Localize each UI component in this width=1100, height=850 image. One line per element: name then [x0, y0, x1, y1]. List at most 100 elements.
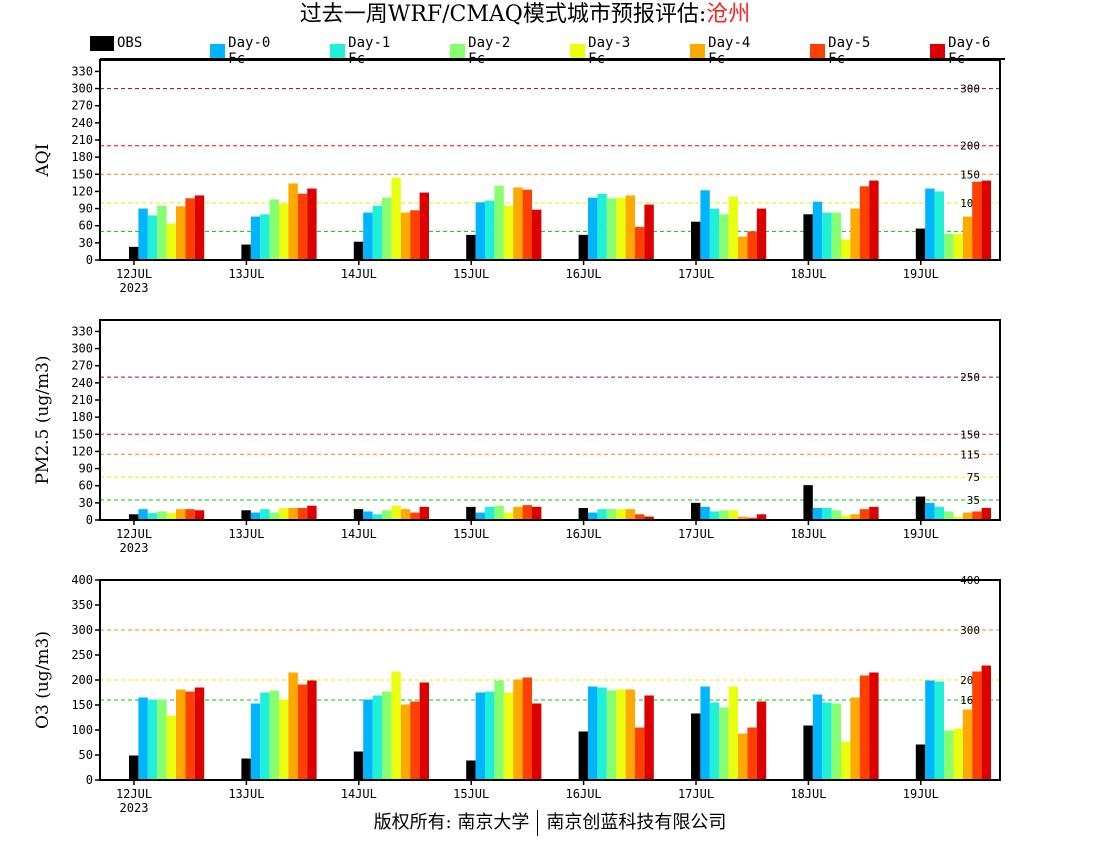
- bar-obs: [578, 234, 588, 260]
- bar-day-5-fc: [972, 671, 982, 780]
- bar-day-5-fc: [410, 210, 420, 260]
- legend-swatch: [930, 43, 946, 59]
- bar-day-1-fc: [147, 699, 158, 780]
- bar-day-6-fc: [981, 180, 991, 260]
- bar-obs: [803, 725, 813, 780]
- bar-day-4-fc: [738, 516, 748, 520]
- y-tick-label: 30: [79, 496, 93, 510]
- x-tick-label: 12JUL: [116, 527, 152, 541]
- bar-day-6-fc: [756, 701, 767, 780]
- bar-day-6-fc: [869, 180, 879, 260]
- plot-frame: [99, 319, 1001, 521]
- bar-obs: [578, 731, 588, 780]
- x-tick-label: 19JUL: [903, 527, 939, 541]
- bar-day-3-fc: [503, 512, 514, 520]
- bar-day-6-fc: [756, 208, 767, 260]
- bar-day-5-fc: [297, 193, 308, 260]
- bar-day-5-fc: [747, 231, 757, 260]
- bar-day-0-fc: [475, 202, 485, 260]
- bar-obs: [241, 510, 251, 520]
- bar-day-3-fc: [391, 177, 401, 260]
- bar-day-3-fc: [391, 505, 401, 520]
- x-tick-label: 18JUL: [790, 527, 826, 541]
- bar-day-1-fc: [485, 691, 495, 780]
- y-tick-label: 400: [71, 573, 93, 587]
- y-tick-label: 350: [71, 598, 93, 612]
- y-tick-label: 150: [71, 167, 93, 181]
- bar-day-5-fc: [859, 186, 870, 260]
- bar-day-4-fc: [176, 206, 186, 260]
- bar-day-0-fc: [363, 511, 373, 520]
- bar-day-6-fc: [756, 514, 767, 520]
- bar-day-3-fc: [953, 728, 963, 780]
- bar-day-0-fc: [138, 509, 148, 520]
- y-tick-label: 150: [71, 698, 93, 712]
- bar-day-4-fc: [400, 704, 411, 780]
- bar-day-6-fc: [532, 703, 542, 780]
- bar-day-5-fc: [859, 509, 870, 520]
- legend-swatch: [450, 43, 466, 59]
- bar-day-5-fc: [410, 512, 420, 520]
- y-tick-label: 90: [79, 462, 93, 476]
- legend-swatch: [330, 43, 346, 59]
- bar-day-2-fc: [382, 691, 392, 780]
- bar-day-4-fc: [850, 208, 860, 260]
- bar-obs: [129, 246, 139, 260]
- x-tick-label: 12JUL: [116, 267, 152, 281]
- bar-day-1-fc: [372, 514, 382, 520]
- bar-day-2-fc: [269, 199, 279, 260]
- y-tick-label: 180: [71, 150, 93, 164]
- footer-right: 南京创蓝科技有限公司: [546, 812, 727, 833]
- bar-day-0-fc: [250, 216, 261, 260]
- bar-day-2-fc: [944, 511, 954, 520]
- bar-day-5-fc: [185, 198, 195, 260]
- y-tick-label: 100: [71, 723, 93, 737]
- threshold-label: 150: [960, 168, 980, 181]
- bar-day-5-fc: [185, 509, 195, 520]
- y-tick-label: 0: [86, 513, 93, 527]
- bar-day-3-fc: [503, 692, 514, 780]
- bar-obs: [241, 758, 251, 780]
- y-axis-label: AQI: [33, 144, 53, 178]
- year-label: 2023: [120, 801, 149, 815]
- bar-day-1-fc: [709, 702, 720, 780]
- bar-day-0-fc: [812, 508, 823, 520]
- bar-day-5-fc: [972, 511, 982, 520]
- threshold-label: 200: [960, 140, 980, 153]
- legend-item: Day-1 Fc: [330, 35, 391, 67]
- threshold-label: 300: [960, 624, 980, 637]
- bar-day-3-fc: [279, 699, 289, 780]
- bar-day-2-fc: [831, 703, 841, 780]
- bar-day-6-fc: [981, 665, 991, 780]
- bar-day-5-fc: [185, 691, 195, 780]
- bar-day-0-fc: [700, 190, 710, 260]
- bar-day-4-fc: [288, 672, 298, 780]
- y-tick-label: 240: [71, 116, 93, 130]
- bar-day-5-fc: [297, 508, 308, 520]
- bar-day-3-fc: [841, 741, 851, 780]
- x-tick-label: 17JUL: [678, 527, 714, 541]
- y-tick-label: 330: [71, 64, 93, 78]
- plot-frame: [99, 59, 1001, 261]
- bar-day-6-fc: [644, 695, 654, 780]
- x-tick-label: 14JUL: [341, 787, 377, 801]
- x-tick-label: 18JUL: [790, 787, 826, 801]
- bar-day-2-fc: [719, 707, 729, 780]
- legend-item: Day-4 Fc: [690, 35, 751, 67]
- y-tick-label: 210: [71, 133, 93, 147]
- y-tick-label: 60: [79, 479, 93, 493]
- bar-day-5-fc: [635, 226, 645, 260]
- y-tick-label: 270: [71, 99, 93, 113]
- bar-day-6-fc: [532, 209, 542, 260]
- y-tick-label: 300: [71, 623, 93, 637]
- bar-day-6-fc: [194, 510, 205, 520]
- x-tick-label: 15JUL: [453, 527, 489, 541]
- bar-day-5-fc: [635, 727, 645, 780]
- bar-day-0-fc: [363, 212, 373, 260]
- bar-day-0-fc: [925, 680, 935, 780]
- y-tick-label: 150: [71, 427, 93, 441]
- y-tick-label: 120: [71, 444, 93, 458]
- bar-day-0-fc: [588, 197, 598, 260]
- footer: 版权所有: 南京大学 南京创蓝科技有限公司: [0, 808, 1100, 836]
